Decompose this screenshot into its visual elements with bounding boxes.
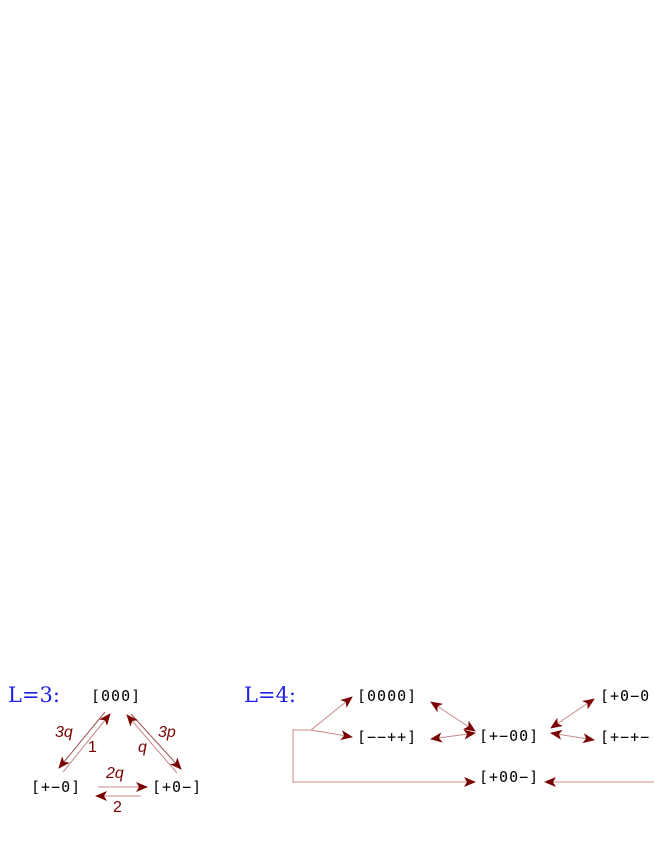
- l4-state-pm00: [+−00]: [479, 727, 539, 745]
- l3-rate-q: q: [138, 739, 147, 756]
- l3-state-pm0: [+−0]: [31, 778, 81, 796]
- l4-network: L=4: [0000] [−−++] [+−00] [+00−] [+0−0 […: [244, 683, 654, 787]
- l3-edge-p0m-to-000: [126, 714, 178, 774]
- l3-rate-1: 1: [88, 739, 97, 756]
- l3-edge-000-to-p0m: [130, 713, 182, 770]
- l4-label: L=4:: [244, 683, 296, 707]
- l4-state-p0m0: [+0−0: [600, 687, 650, 705]
- l4-edge-mmpp-pm00: [430, 729, 476, 743]
- l3-rate-2: 2: [113, 799, 122, 816]
- l4-edge-bracket: [292, 729, 473, 783]
- l3-label: L=3:: [8, 683, 60, 707]
- l4-edge-to-mmpp: [310, 729, 353, 741]
- l3-edge-pm0-to-000: [62, 713, 111, 773]
- l4-state-0000: [0000]: [357, 687, 417, 705]
- l4-edge-pm00-p0m0: [550, 698, 595, 729]
- l4-edge-0000-pm00: [430, 701, 476, 732]
- l4-state-p00m: [+00−]: [479, 768, 539, 786]
- l4-state-pmpm: [+−+−: [600, 728, 650, 746]
- l3-rate-2q: 2q: [105, 765, 124, 782]
- l4-edge-to-0000: [310, 696, 353, 731]
- l3-state-p0m: [+0−]: [152, 778, 202, 796]
- l3-network: L=3: [000] [+−0] [+0−] 3q 1 3p q 2q 2: [8, 683, 202, 816]
- l4-state-mmpp: [−−++]: [357, 728, 417, 746]
- l3-rate-3p: 3p: [158, 724, 176, 741]
- l3-state-000: [000]: [91, 687, 141, 705]
- l4-edge-pm00-pmpm: [550, 729, 595, 744]
- l3-edge-000-to-pm0: [58, 711, 106, 769]
- l3-rate-3q: 3q: [55, 724, 73, 741]
